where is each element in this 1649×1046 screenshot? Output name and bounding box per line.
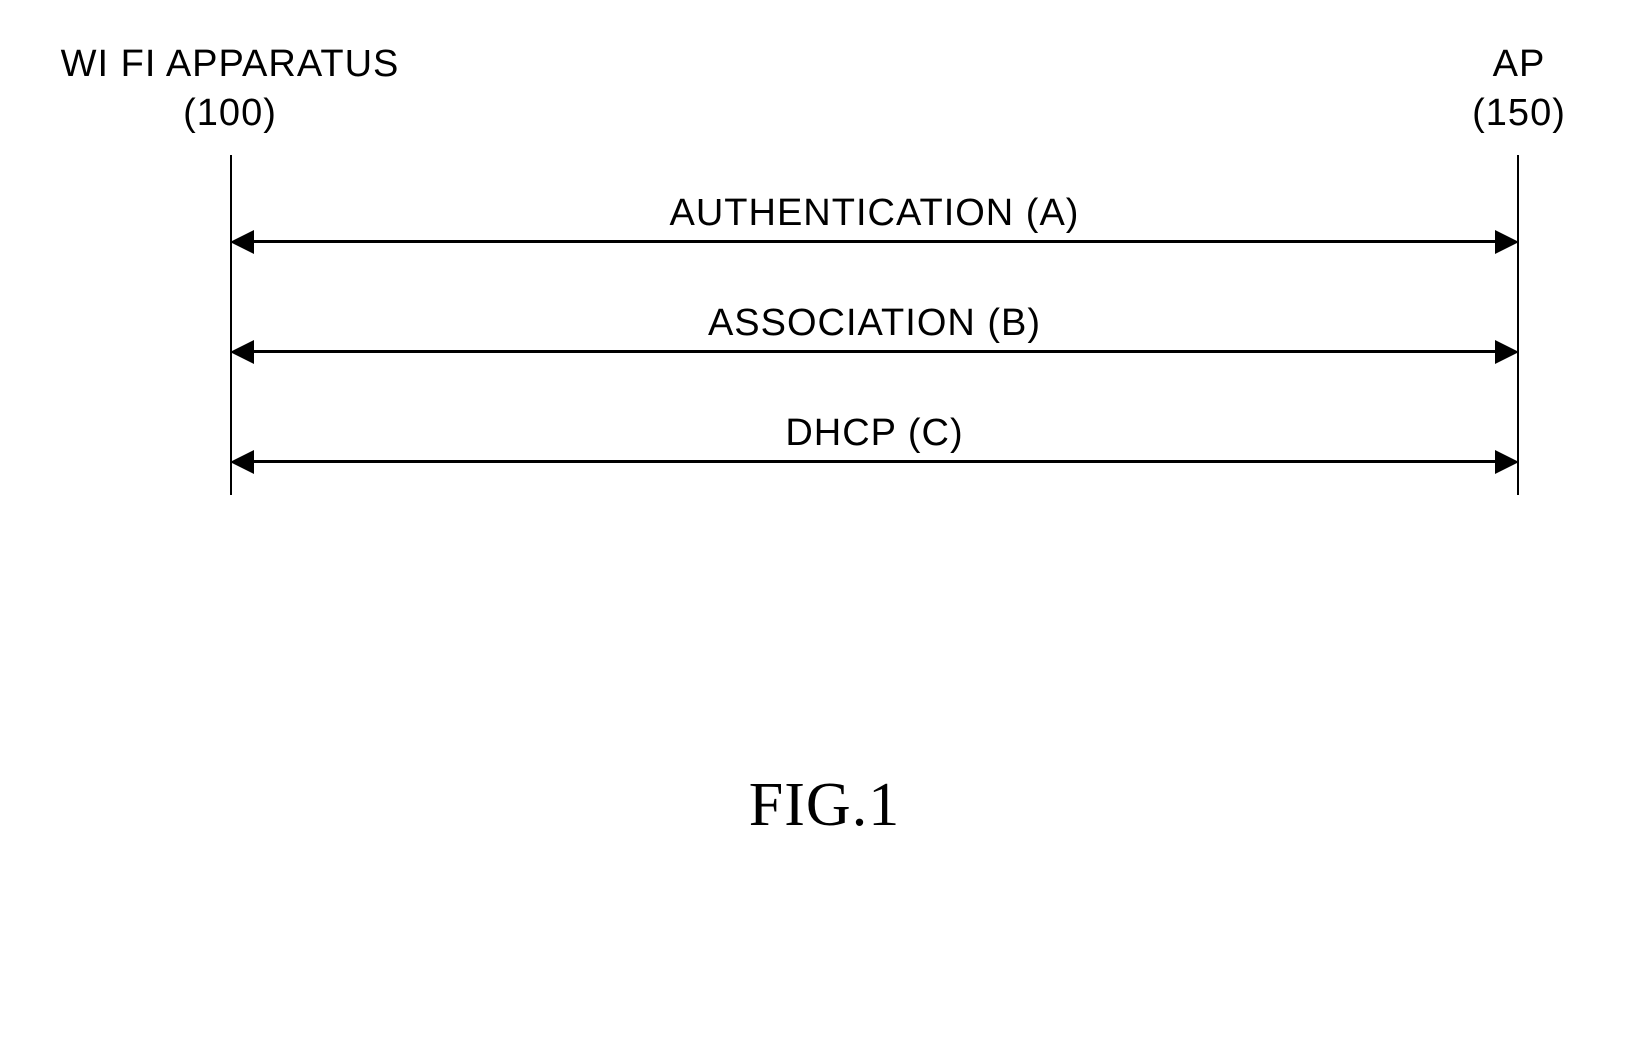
left-entity-id: (100) xyxy=(60,89,400,138)
message-label: AUTHENTICATION (A) xyxy=(230,192,1519,235)
message-label: ASSOCIATION (B) xyxy=(230,302,1519,345)
arrow-line xyxy=(244,460,1505,463)
arrow-head-right-icon xyxy=(1495,340,1519,364)
right-entity-id: (150) xyxy=(1449,89,1589,138)
right-entity-name: AP xyxy=(1449,40,1589,89)
message-label: DHCP (C) xyxy=(230,412,1519,455)
right-entity-label: AP (150) xyxy=(1449,40,1589,139)
arrow-head-right-icon xyxy=(1495,230,1519,254)
arrow-head-right-icon xyxy=(1495,450,1519,474)
arrow-line xyxy=(244,240,1505,243)
left-entity-label: WI FI APPARATUS (100) xyxy=(60,40,400,139)
left-entity-name: WI FI APPARATUS xyxy=(60,40,400,89)
arrow-line xyxy=(244,350,1505,353)
figure-caption: FIG.1 xyxy=(0,770,1649,841)
